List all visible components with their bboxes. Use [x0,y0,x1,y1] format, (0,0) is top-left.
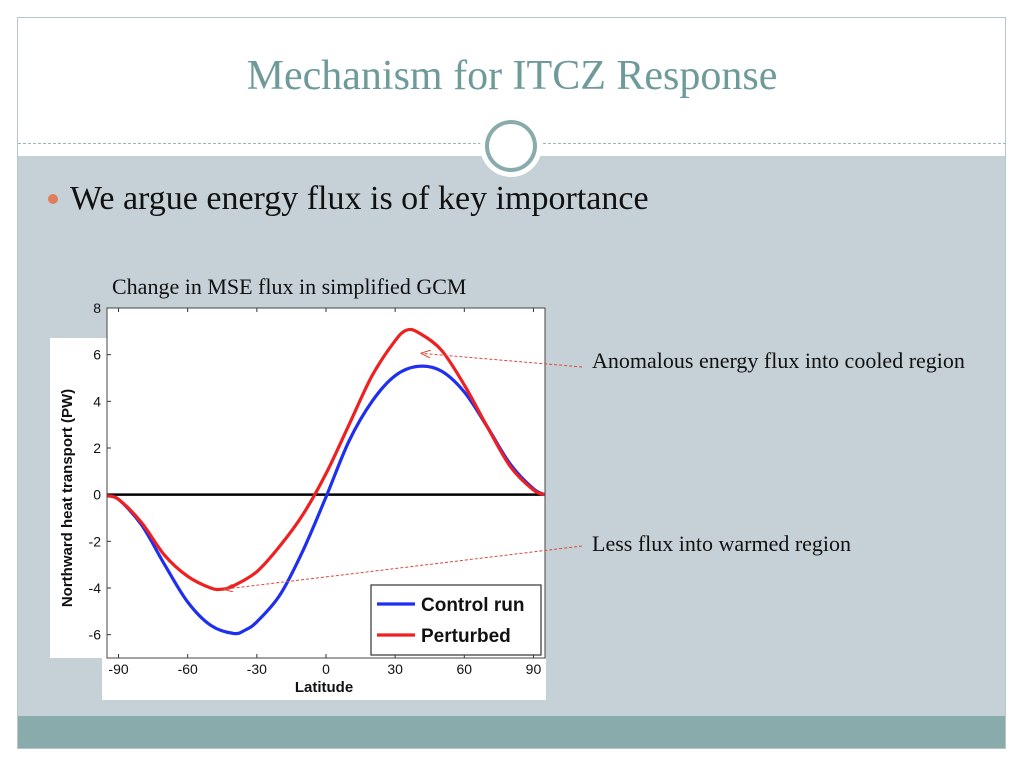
annotation-warmed-region: Less flux into warmed region [592,531,852,556]
series-line-perturbed [106,327,546,592]
x-tick-label: 0 [322,661,330,677]
footer-bar [18,716,1006,749]
y-tick-label: 0 [93,487,101,503]
x-tick-label: -30 [247,661,267,677]
bullet-item: We argue energy flux is of key importanc… [48,180,649,218]
slide-frame [17,17,1006,749]
slide-title: Mechanism for ITCZ Response [246,53,778,99]
divider-circle-ring [485,120,537,172]
plot-border [106,307,546,659]
y-tick-label: -2 [89,533,102,549]
y-tick-label: 6 [93,347,101,363]
ylabel-panel [50,338,107,658]
xaxis-panel [102,658,546,700]
x-tick-label: 90 [526,661,542,677]
y-tick-label: -6 [89,627,102,643]
x-tick-label: 30 [387,661,403,677]
y-tick-label: 8 [93,300,101,316]
arrow-cooled-region [422,353,583,368]
legend-label: Control run [421,595,524,616]
chart-title: Change in MSE flux in simplified GCM [112,274,467,299]
y-axis-label: Northward heat transport (PW) [59,389,76,607]
divider-circle-core [489,124,533,168]
x-tick-label: 60 [457,661,473,677]
bullet-dot-icon [48,194,58,204]
x-tick-label: -90 [108,661,128,677]
arrow-warmed-region [224,545,583,589]
divider-circle-icon [480,115,542,177]
annotation-cooled-region: Anomalous energy flux into cooled region [592,348,965,373]
y-tick-label: 4 [93,393,101,409]
y-tick-label: 2 [93,440,101,456]
legend-box [370,584,542,656]
bullet-text: We argue energy flux is of key importanc… [70,180,649,217]
x-tick-label: -60 [178,661,198,677]
legend-label: Perturbed [421,626,511,647]
x-axis-label: Latitude [295,679,353,696]
y-tick-label: -4 [89,580,102,596]
